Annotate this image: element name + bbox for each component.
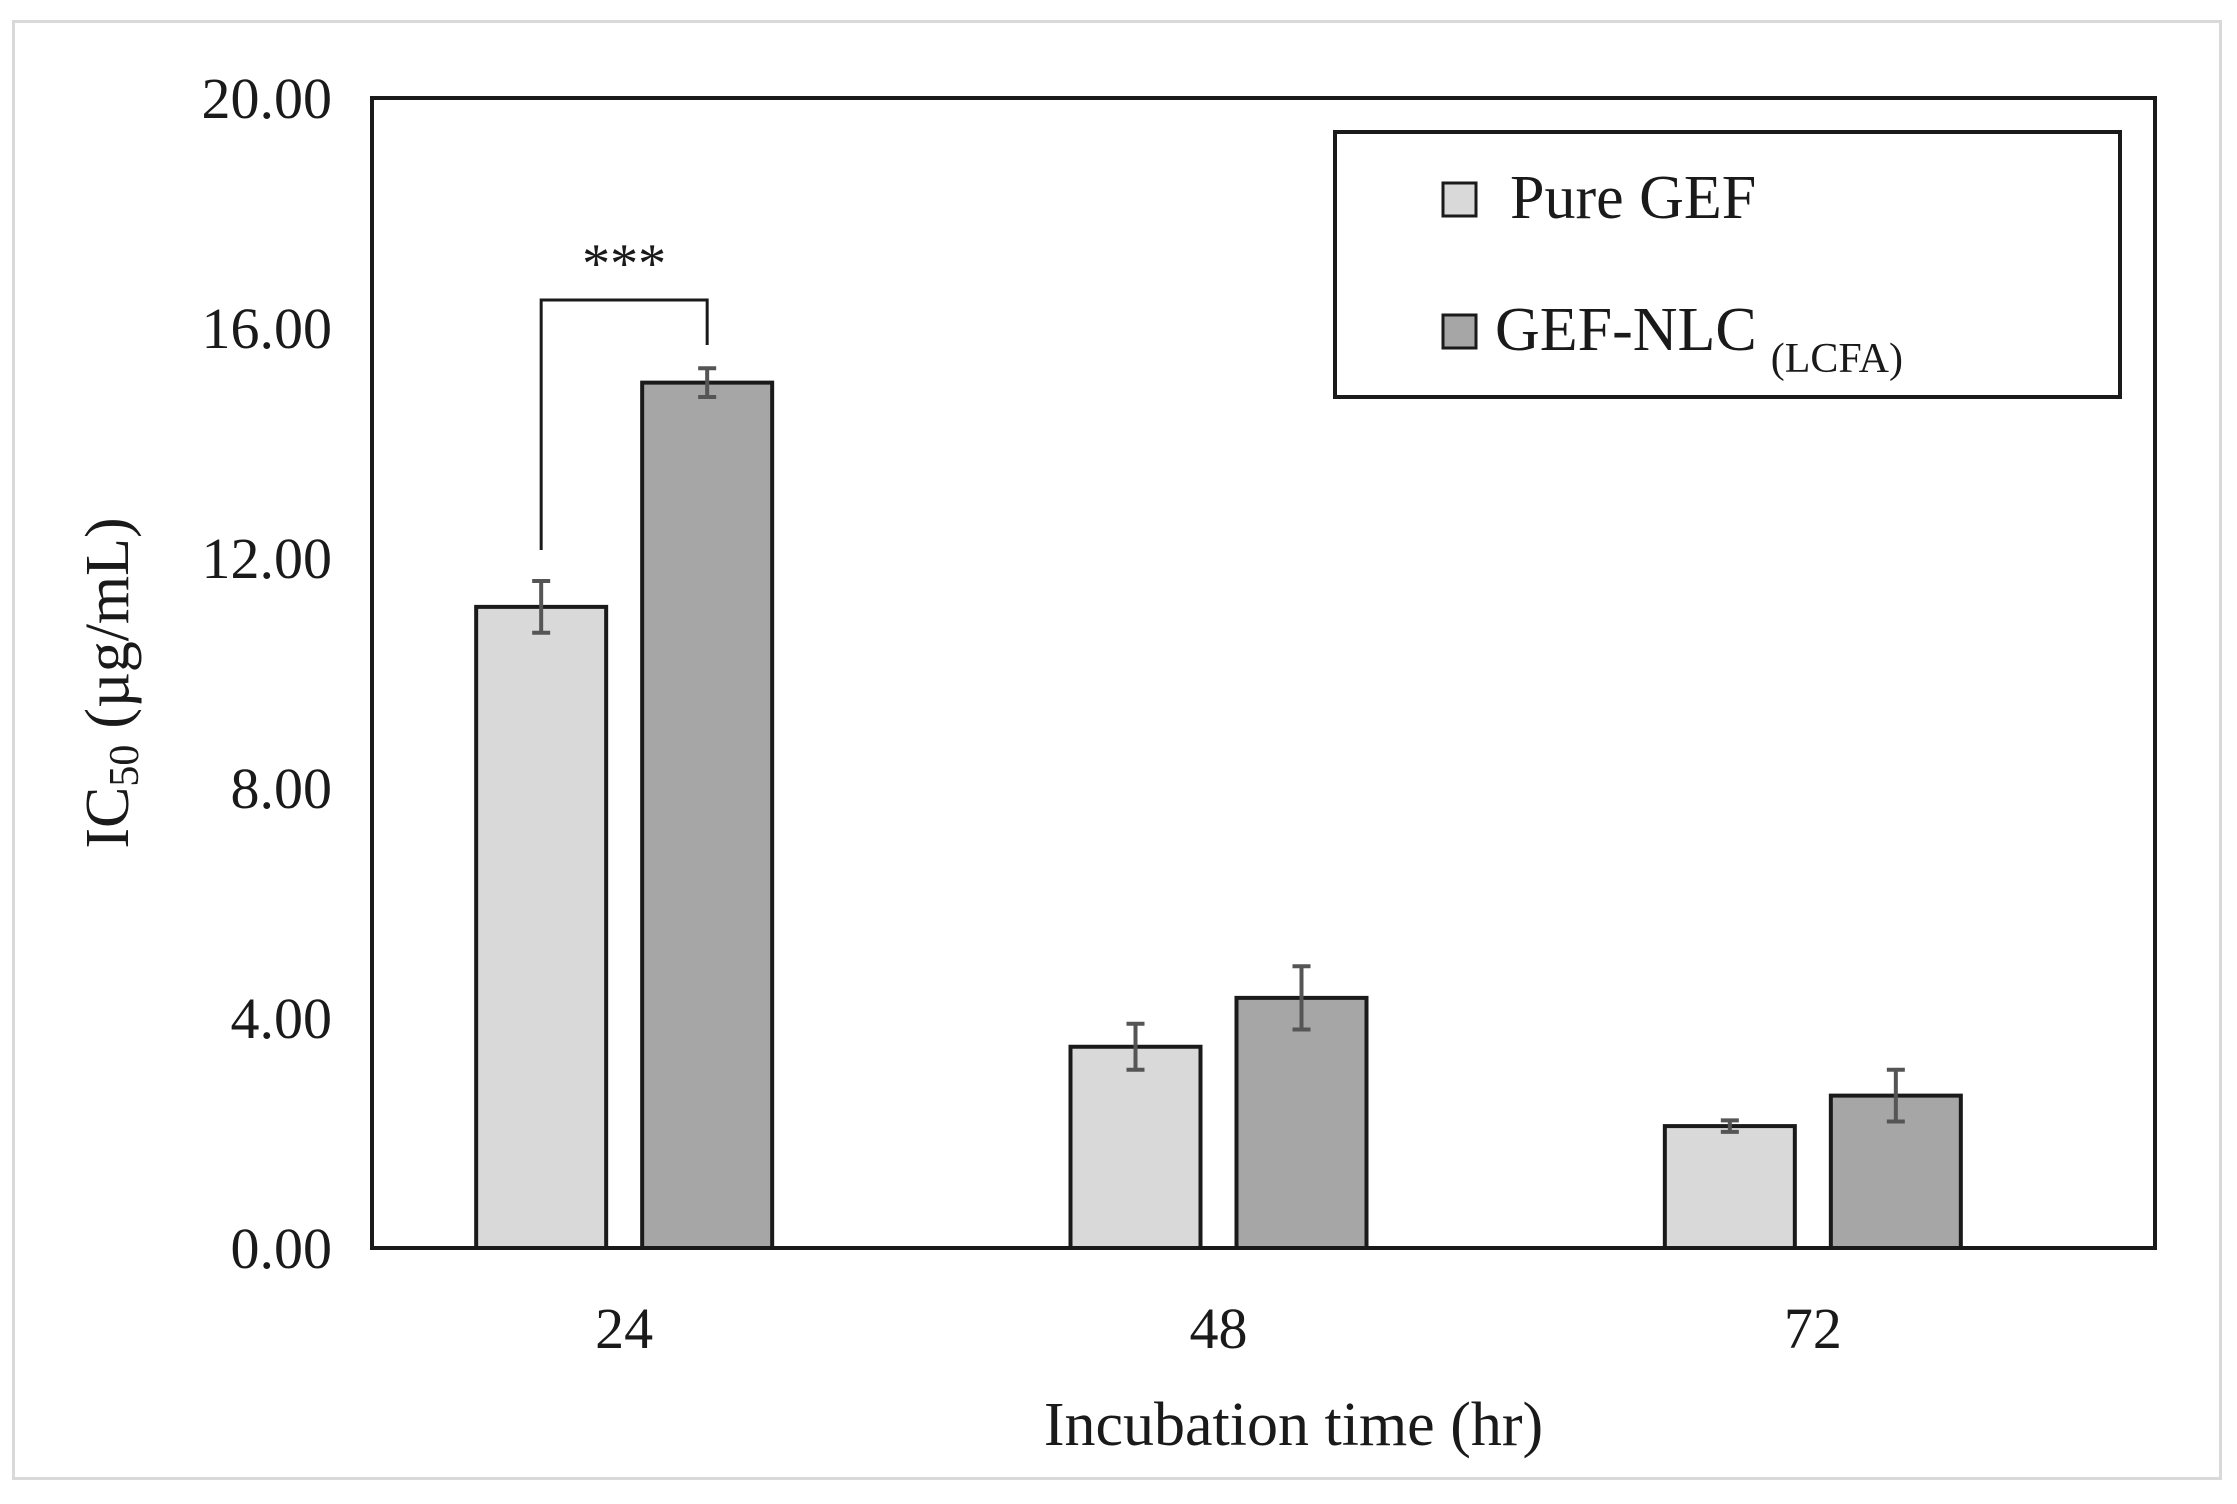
error-bar-gef-nlc-24 [698, 366, 717, 399]
y-tick-label: 4.00 [231, 986, 333, 1051]
bar-pure-gef-72 [1662, 1124, 1797, 1250]
legend-box [1333, 130, 2122, 399]
x-tick-label: 48 [1190, 1296, 1248, 1361]
y-tick-label: 12.00 [202, 526, 333, 591]
x-tick-label: 72 [1784, 1296, 1842, 1361]
legend: Pure GEF GEF-NLC (LCFA) [1333, 130, 2122, 399]
y-tick-label: 20.00 [202, 66, 333, 131]
y-axis-title-subscript: 50 [102, 745, 148, 787]
legend-swatch-gef-nlc [1441, 313, 1478, 350]
y-tick-label: 8.00 [231, 756, 333, 821]
error-bar-gef-nlc-48 [1292, 964, 1311, 1032]
error-bar-pure-gef-48 [1126, 1021, 1145, 1072]
legend-label-pure-gef: Pure GEF [1510, 164, 1756, 232]
bar-gef-nlc-24 [640, 380, 775, 1250]
y-axis-title-units: (µg/mL) [74, 517, 142, 728]
error-bar-pure-gef-24 [532, 579, 551, 635]
error-bar-gef-nlc-72 [1886, 1067, 1905, 1124]
bar-pure-gef-24 [474, 604, 609, 1250]
bar-pure-gef-48 [1068, 1044, 1203, 1250]
y-axis-title: IC50 (µg/mL) [74, 517, 148, 848]
legend-label-gef-nlc: GEF-NLC (LCFA) [1495, 296, 1903, 382]
x-axis-ticks: 24 48 72 [595, 1296, 1842, 1361]
bar-gef-nlc-48 [1234, 995, 1369, 1250]
y-axis-ticks: 0.00 4.00 8.00 12.00 16.00 20.00 [202, 66, 333, 1281]
legend-label-gef-nlc-subscript: (LCFA) [1771, 336, 1903, 382]
x-tick-label: 24 [595, 1296, 653, 1361]
figure-frame [12, 20, 2222, 1480]
y-axis-title-main: IC [74, 787, 142, 849]
significance-bracket: *** [539, 233, 709, 550]
significance-bracket-line [539, 298, 709, 550]
x-axis-title: Incubation time (hr) [1044, 1391, 1543, 1459]
y-tick-label: 0.00 [231, 1216, 333, 1281]
error-bar-pure-gef-72 [1720, 1118, 1739, 1134]
legend-label-gef-nlc-main: GEF-NLC [1495, 296, 1757, 364]
significance-label: *** [582, 233, 666, 295]
y-tick-label: 16.00 [202, 296, 333, 361]
legend-swatch-pure-gef [1441, 181, 1478, 218]
plot-area-border [370, 96, 2157, 1250]
